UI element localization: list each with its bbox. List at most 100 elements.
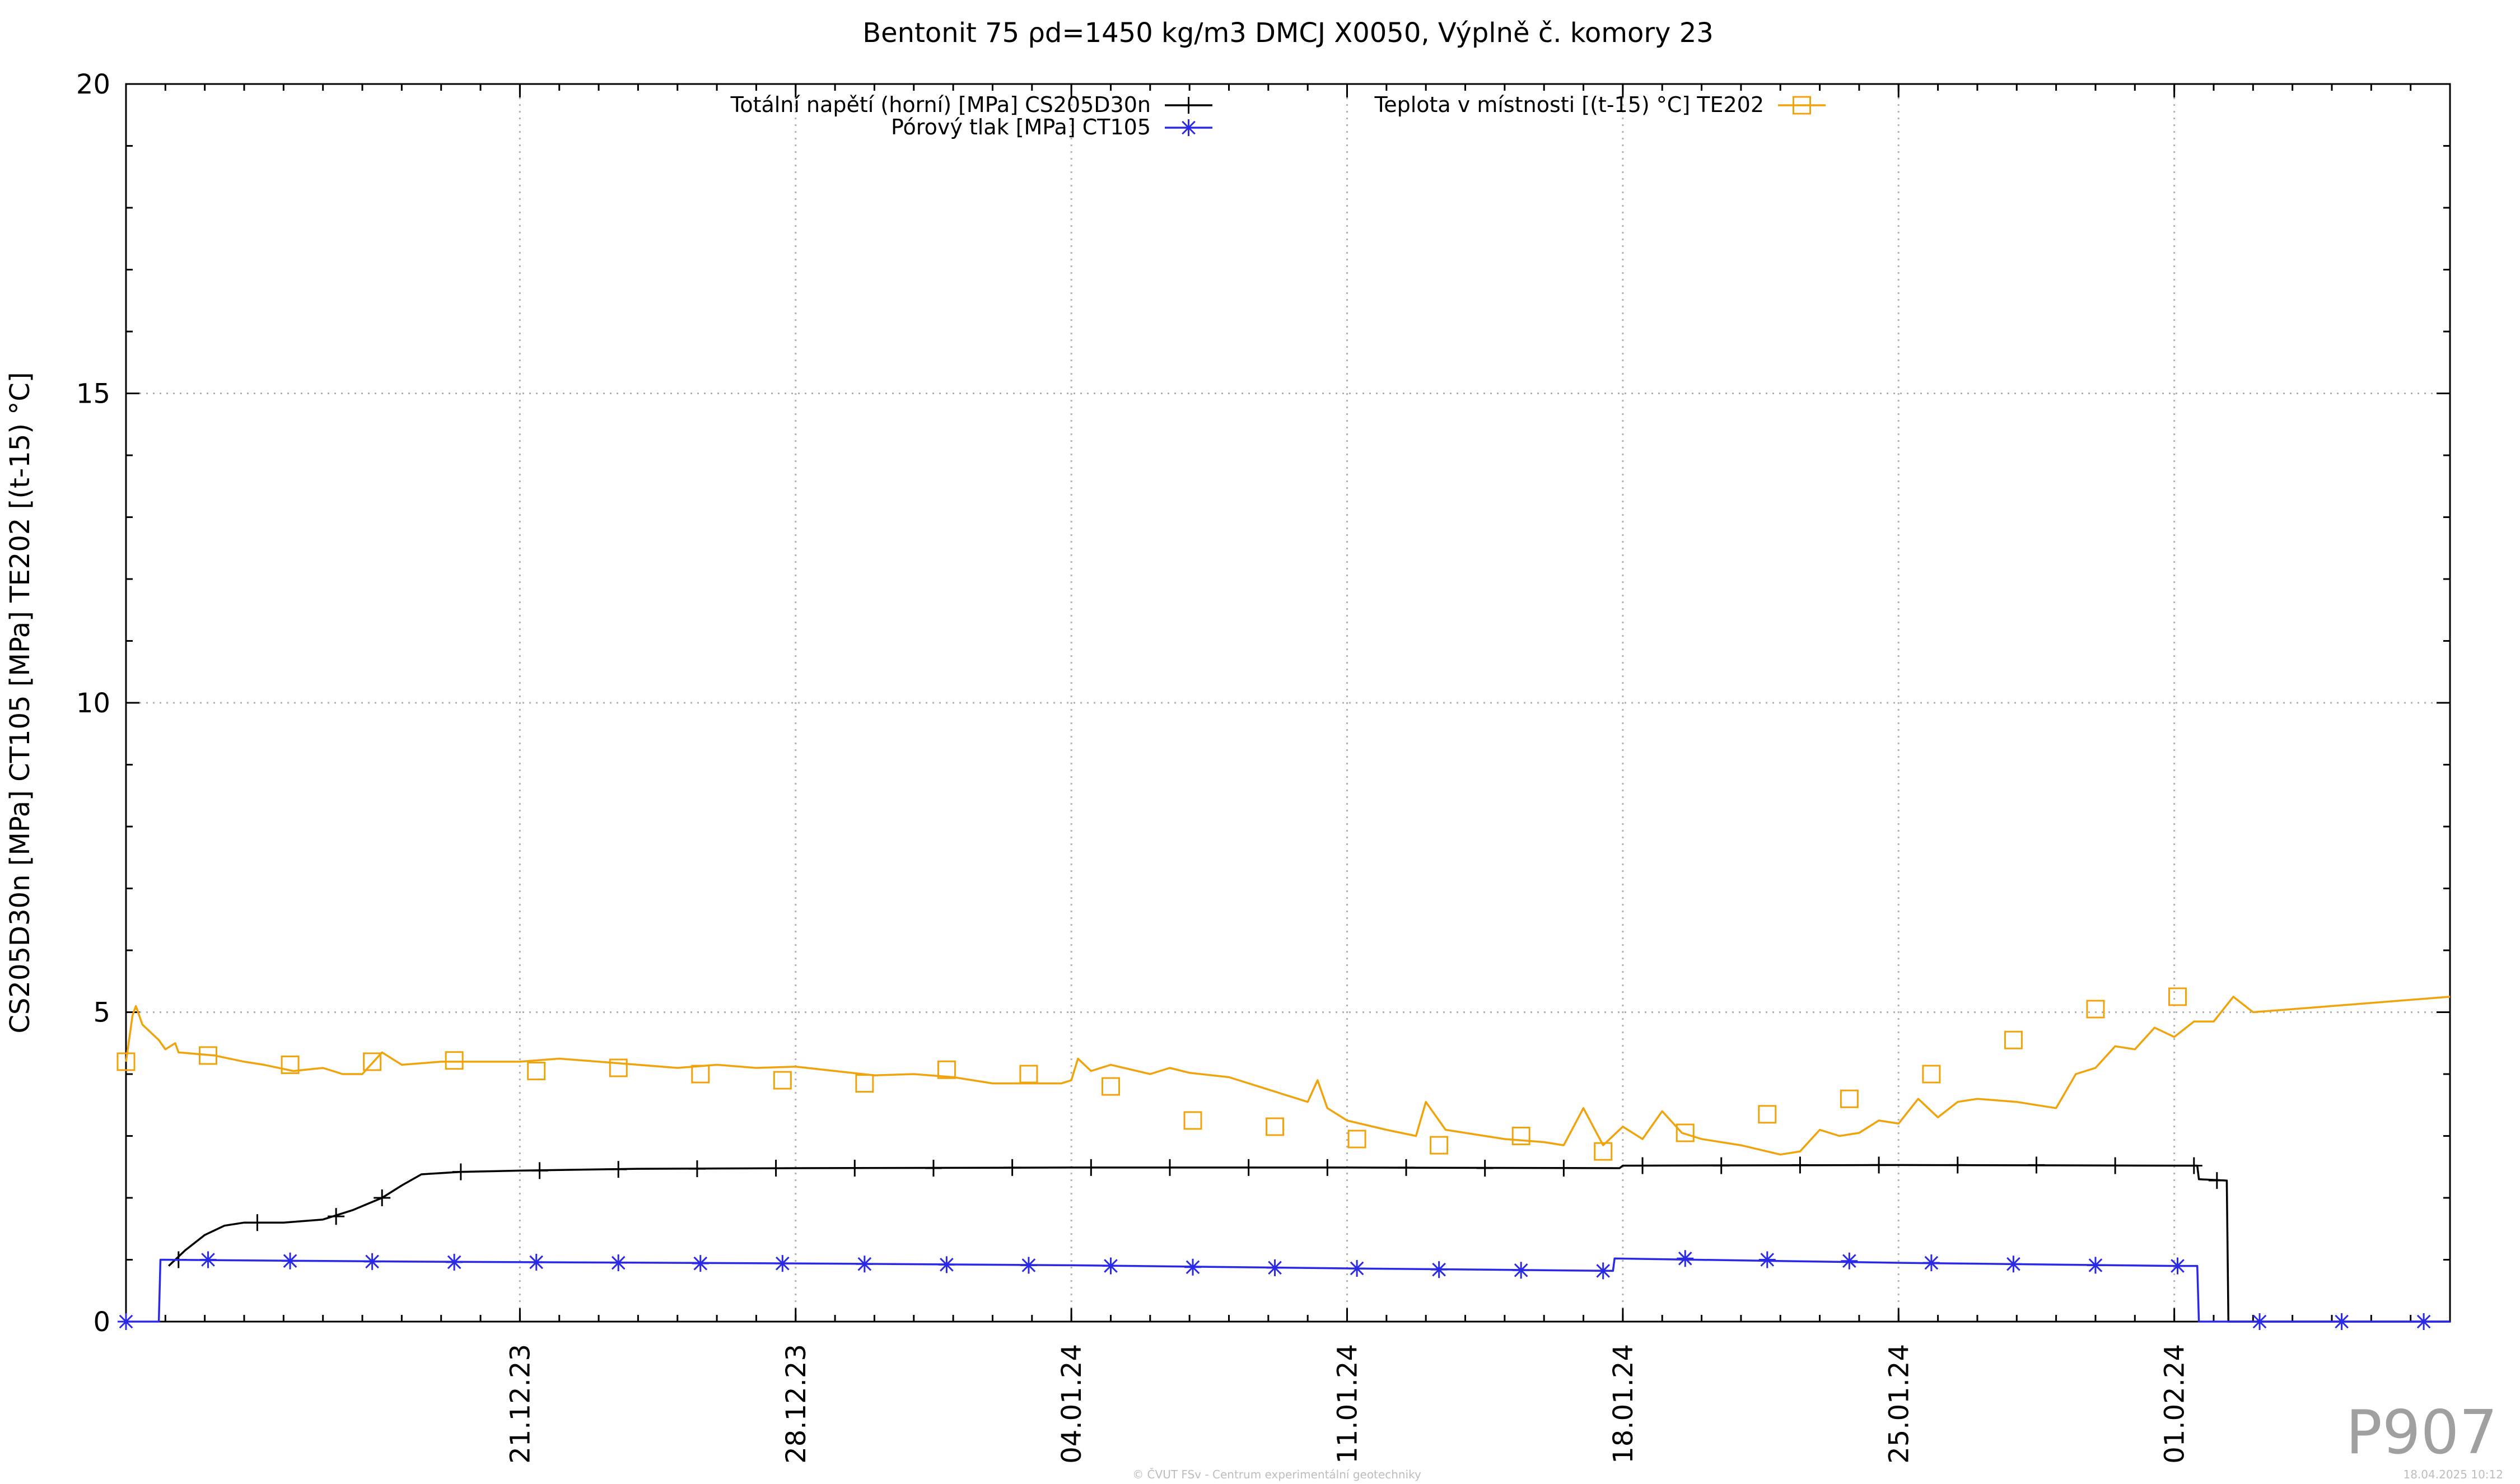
legend-label: Pórový tlak [MPa] CT105 <box>891 115 1151 139</box>
series-point <box>1240 1159 1257 1176</box>
series-point <box>855 1074 874 1093</box>
series-point <box>118 1313 134 1330</box>
y-axis-label: CS205D30n [MPa] CT105 [MPa] TE202 [(t-15… <box>4 372 36 1033</box>
y-tick-label: 10 <box>76 688 110 719</box>
series-point <box>1319 1159 1336 1176</box>
series-point <box>937 1060 956 1079</box>
series-point <box>199 1251 217 1268</box>
series-point <box>856 1256 873 1273</box>
series-point <box>1677 1250 1694 1267</box>
x-tick-label: 04.01.24 <box>1056 1344 1088 1464</box>
series-point <box>1430 1261 1448 1278</box>
legend-entry: Pórový tlak [MPa] CT105 <box>891 115 1212 139</box>
series-1 <box>118 1250 2450 1330</box>
series-point <box>1082 1159 1100 1176</box>
series-point <box>249 1214 266 1231</box>
series-point <box>2333 1313 2350 1330</box>
series-point <box>1791 1156 1809 1174</box>
x-tick-label: 21.12.23 <box>505 1344 536 1464</box>
series-point <box>1922 1254 1940 1272</box>
series-point <box>1101 1077 1120 1096</box>
legend: Totální napětí (horní) [MPa] CS205D30nPó… <box>730 92 1826 139</box>
series-point <box>1266 1117 1285 1136</box>
series-point <box>2087 1257 2104 1274</box>
series-point <box>2086 1000 2105 1019</box>
legend-marker <box>1180 119 1197 136</box>
series-point <box>282 1252 299 1270</box>
series-point <box>2415 1313 2433 1330</box>
series-point <box>2251 1313 2269 1330</box>
series-point <box>1430 1136 1449 1155</box>
series-point <box>1594 1142 1613 1161</box>
legend-label: Teplota v místnosti [(t-15) °C] TE202 <box>1374 92 1764 117</box>
series-point <box>531 1162 548 1179</box>
legend-entry: Teplota v místnosti [(t-15) °C] TE202 <box>1374 92 1826 117</box>
series-point <box>1102 1257 1119 1275</box>
series-point <box>1676 1123 1695 1142</box>
series-point <box>1634 1157 1651 1174</box>
x-tick-label: 01.02.24 <box>2159 1344 2191 1464</box>
series-point <box>1266 1259 1284 1276</box>
watermark: P907 <box>2346 1398 2498 1468</box>
x-tick-label: 25.01.24 <box>1883 1344 1915 1464</box>
series-point <box>446 1253 463 1271</box>
series-point <box>691 1065 710 1084</box>
series-point <box>2005 1256 2022 1273</box>
series-point <box>2185 1157 2202 1174</box>
series-point <box>1020 1257 1037 1274</box>
series-point <box>1161 1159 1178 1176</box>
series-point <box>610 1161 627 1178</box>
y-axis: 0 5 10 15 20 <box>76 69 2450 1338</box>
x-tick-label: 18.01.24 <box>1608 1344 1639 1464</box>
series-point <box>452 1163 469 1180</box>
series-point <box>363 1052 382 1071</box>
series-point <box>2028 1156 2045 1174</box>
series-point <box>1841 1252 1858 1270</box>
series-point <box>363 1253 381 1270</box>
series-point <box>938 1256 955 1273</box>
footer-credit: © ČVUT FSv - Centrum experimentální geot… <box>1132 1468 1421 1481</box>
series-point <box>328 1208 345 1225</box>
series-point <box>846 1159 864 1177</box>
series-point <box>1840 1089 1859 1108</box>
series-point <box>1348 1259 1366 1277</box>
y-tick-label: 5 <box>93 997 110 1029</box>
series-point <box>2208 1172 2225 1189</box>
series-point <box>1004 1159 1021 1176</box>
y-tick-label: 0 <box>93 1306 110 1338</box>
series-point <box>692 1255 709 1272</box>
series-point <box>2168 987 2187 1006</box>
legend-marker <box>1180 97 1197 114</box>
legend-marker <box>1793 96 1811 115</box>
series-point <box>1183 1111 1202 1130</box>
series-point <box>2004 1030 2023 1049</box>
series-point <box>281 1055 300 1074</box>
series-point <box>1870 1156 1888 1174</box>
chart-title: Bentonit 75 ρd=1450 kg/m3 DMCJ X0050, Vý… <box>862 17 1714 49</box>
series-point <box>2169 1257 2186 1275</box>
series-point <box>767 1159 785 1177</box>
legend-entry: Totální napětí (horní) [MPa] CS205D30n <box>730 92 1212 117</box>
series-point <box>1476 1159 1494 1177</box>
series-point <box>609 1058 628 1077</box>
series-layer <box>116 987 2451 1330</box>
grid-lines <box>126 84 2450 1322</box>
y-tick-label: 15 <box>76 379 110 410</box>
series-point <box>528 1253 545 1271</box>
series-point <box>925 1159 942 1177</box>
series-point <box>1555 1159 1572 1177</box>
series-point <box>1184 1258 1202 1276</box>
series-point <box>1758 1251 1776 1268</box>
x-tick-label: 11.01.24 <box>1332 1344 1364 1464</box>
x-axis: 21.12.23 28.12.23 04.01.24 11.01.24 18.01.24… <box>164 84 2412 1464</box>
series-point <box>1347 1130 1366 1149</box>
series-point <box>2107 1157 2124 1174</box>
series-point <box>1949 1156 1966 1174</box>
series-2 <box>116 987 2451 1161</box>
series-point <box>774 1255 791 1272</box>
series-point <box>1398 1159 1415 1176</box>
series-point <box>199 1046 218 1065</box>
series-point <box>1019 1065 1038 1084</box>
